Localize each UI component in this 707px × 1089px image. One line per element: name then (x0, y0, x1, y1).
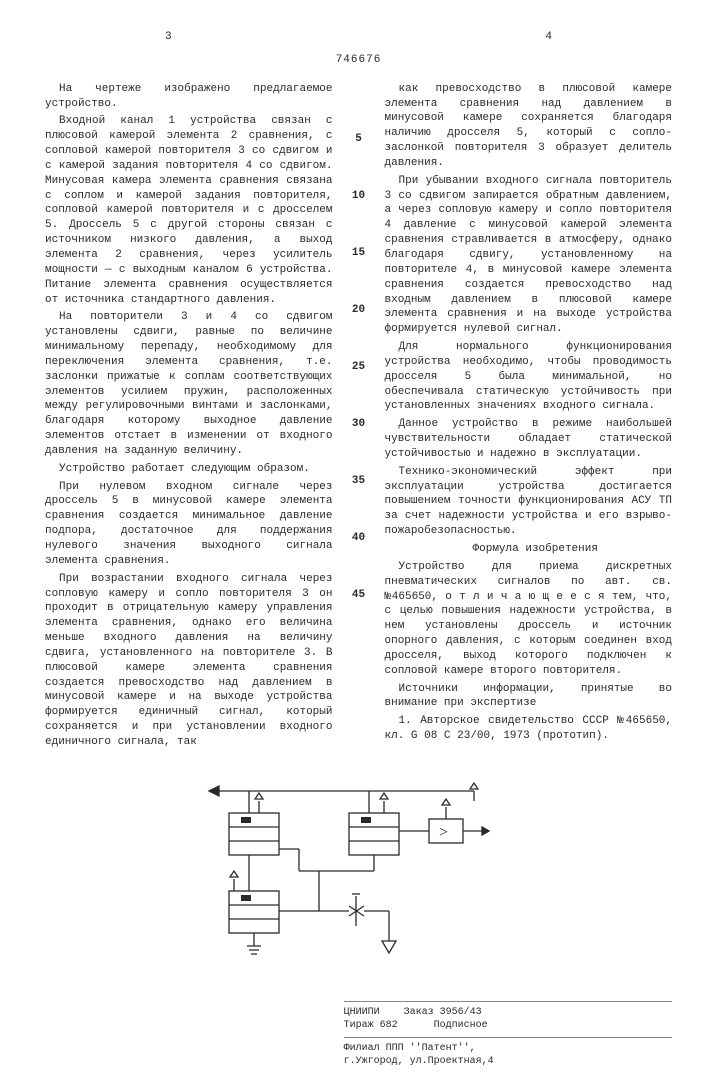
line-marker: 45 (352, 588, 365, 645)
line-marker: 5 (355, 132, 362, 189)
footer-block: ЦНИИПИ Заказ 3956/43 Тираж 682 Подписное… (344, 1001, 672, 1069)
svg-text:>: > (439, 824, 448, 841)
line-marker: 30 (352, 417, 365, 474)
document-number: 746676 (45, 53, 672, 68)
left-column: На чертеже изображено предлагаемое устро… (45, 82, 333, 753)
para: При нулевом входном сигнале через дроссе… (45, 480, 333, 569)
line-marker: 25 (352, 360, 365, 417)
line-marker: 15 (352, 246, 365, 303)
sources-heading: Источники информации, принятые во вниман… (385, 682, 673, 712)
footer-branch-1: Филиал ППП ''Патент'', (344, 1042, 672, 1056)
pneumatic-schematic-diagram: > (189, 771, 529, 991)
line-number-gutter: 5 10 15 20 25 30 35 40 45 (351, 82, 367, 753)
para: На повторители 3 и 4 со сдвигом установл… (45, 310, 333, 458)
footer-branch-2: г.Ужгород, ул.Проектная,4 (344, 1055, 672, 1069)
para: как превосходство в плюсовой камере элем… (385, 82, 673, 171)
para: Технико-экономический эффект при эксплуа… (385, 465, 673, 539)
line-marker: 35 (352, 474, 365, 531)
footer-org: ЦНИИПИ (344, 1007, 380, 1018)
para: Входной канал 1 устройства связан с плюс… (45, 114, 333, 307)
para: Данное устройство в режиме наибольшей чу… (385, 417, 673, 462)
para: При убывании входного сигнала повторител… (385, 174, 673, 337)
sources-item: 1. Авторское свидетельство СССР №465650,… (385, 714, 673, 744)
para: На чертеже изображено предлагаемое устро… (45, 82, 333, 112)
footer-spacer (45, 1001, 344, 1069)
right-column: как превосходство в плюсовой камере элем… (385, 82, 673, 753)
formula-body: Устройство для приема дискретных пневмат… (385, 560, 673, 679)
footer-sub: Подписное (434, 1020, 488, 1031)
line-marker: 40 (352, 531, 365, 588)
formula-title: Формула изобретения (385, 542, 673, 557)
line-marker: 10 (352, 189, 365, 246)
footer-tirazh: Тираж 682 (344, 1020, 398, 1031)
para: При возрастании входного сигнала через с… (45, 572, 333, 750)
footer-order: Заказ 3956/43 (404, 1007, 482, 1018)
page-number-left: 3 (165, 30, 172, 45)
line-marker: 20 (352, 303, 365, 360)
para: Для нормального функционирования устройс… (385, 340, 673, 414)
para: Устройство работает следующим образом. (45, 462, 333, 477)
page-number-right: 4 (545, 30, 552, 45)
